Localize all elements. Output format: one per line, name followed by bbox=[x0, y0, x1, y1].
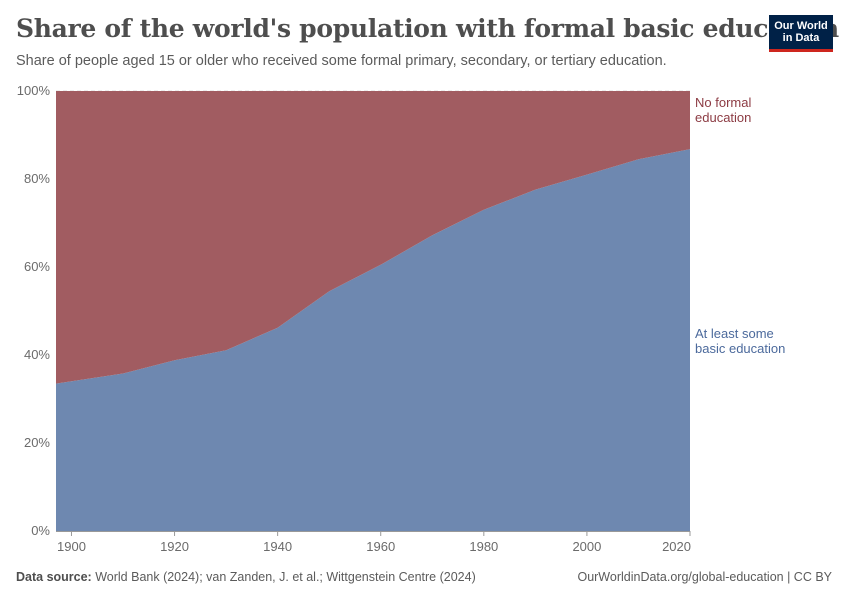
chart-title: Share of the world's population with for… bbox=[16, 14, 839, 43]
x-tick-label: 2000 bbox=[572, 539, 601, 554]
axes: 0% 20% 40% 60% 80% 100% 1900 1920 1940 1960 1980 20… bbox=[17, 83, 691, 554]
area-at-least-some-basic-education[interactable] bbox=[56, 149, 690, 531]
x-tick-label: 1960 bbox=[366, 539, 395, 554]
x-tick-label: 1920 bbox=[160, 539, 189, 554]
data-source-text: World Bank (2024); van Zanden, J. et al.… bbox=[95, 570, 476, 584]
y-tick-label: 40% bbox=[24, 347, 50, 362]
y-tick-label: 100% bbox=[17, 83, 51, 98]
y-tick-label: 80% bbox=[24, 171, 50, 186]
series-label: At least some basic education bbox=[695, 326, 785, 356]
owid-logo[interactable]: Our World in Data bbox=[769, 15, 833, 52]
y-tick-label: 0% bbox=[31, 523, 50, 538]
url-license[interactable]: OurWorldinData.org/global-education | CC… bbox=[577, 570, 832, 584]
x-tick-label: 1940 bbox=[263, 539, 292, 554]
series-label: No formal education bbox=[695, 95, 751, 125]
data-source-label: Data source: bbox=[16, 570, 92, 584]
y-tick-label: 20% bbox=[24, 435, 50, 450]
data-source: Data source: World Bank (2024); van Zand… bbox=[16, 570, 476, 584]
logo-line-1: Our World bbox=[774, 20, 828, 32]
chart-subtitle: Share of people aged 15 or older who rec… bbox=[16, 53, 667, 69]
x-tick-label: 2020 bbox=[662, 539, 691, 554]
area-no-formal-education[interactable] bbox=[56, 91, 690, 384]
x-tick-label: 1980 bbox=[469, 539, 498, 554]
area-series bbox=[56, 91, 690, 531]
series-labels: At least some basic education No formal edu… bbox=[695, 95, 785, 356]
logo-line-2: in Data bbox=[782, 32, 820, 44]
x-tick-label: 1900 bbox=[57, 539, 86, 554]
y-tick-label: 60% bbox=[24, 259, 50, 274]
